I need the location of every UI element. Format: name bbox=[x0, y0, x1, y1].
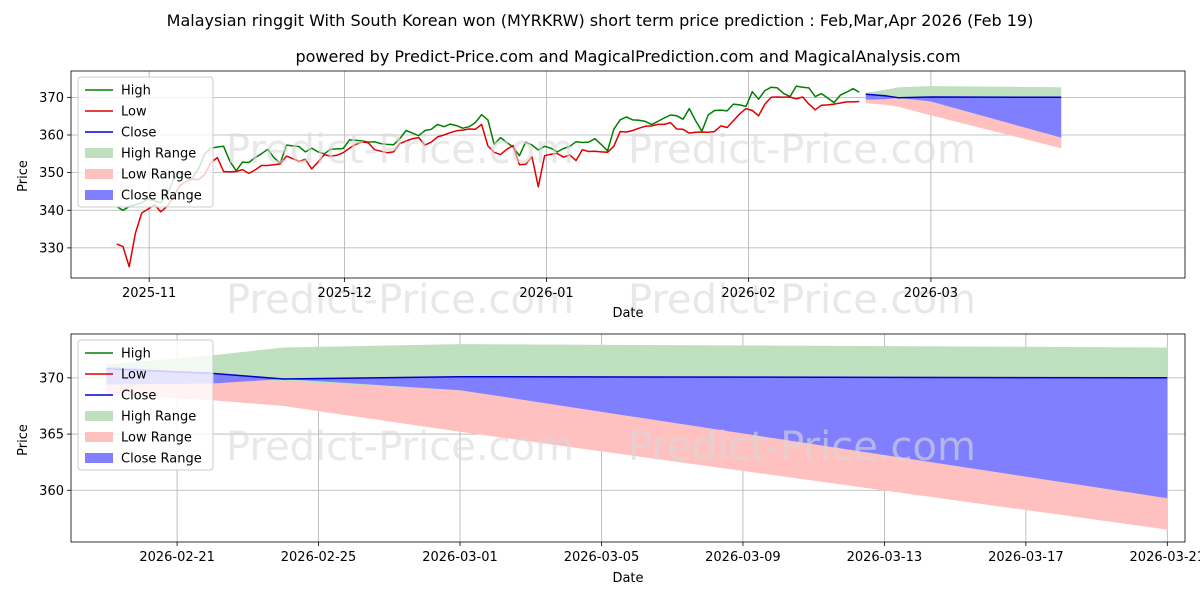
top-y-tick-label-2: 350 bbox=[39, 166, 64, 181]
high-price-line bbox=[116, 85, 860, 212]
top-watermark-3: Predict-Price.com bbox=[226, 277, 574, 323]
bottom-legend-label-2: Close bbox=[121, 389, 156, 404]
top-y-tick-label-1: 340 bbox=[39, 204, 64, 219]
bottom-axes: 2026-02-21 2026-02-25 2026-03-01 2026-03-05… bbox=[39, 333, 1200, 565]
top-x-tick-label-4: 2026-03 bbox=[904, 286, 958, 301]
top-legend: High Low Close High Range Low Range Close Ran… bbox=[77, 76, 214, 208]
top-y-tick-label-3: 360 bbox=[39, 128, 64, 143]
bottom-low-range-band bbox=[106, 373, 1168, 530]
bottom-x-tick-label-5: 2026-03-13 bbox=[847, 550, 923, 565]
bottom-x-tick-label-1: 2026-02-25 bbox=[281, 550, 357, 565]
bottom-ylabel: Price bbox=[16, 424, 31, 456]
bottom-x-tick-label-7: 2026-03-21 bbox=[1130, 550, 1200, 565]
bottom-y-tick-label-1: 365 bbox=[39, 428, 64, 443]
bottom-x-tick-label-3: 2026-03-05 bbox=[564, 550, 640, 565]
top-legend-swatch-4 bbox=[85, 169, 113, 179]
top-x-tick-label-0: 2025-11 bbox=[122, 286, 176, 301]
chart-title: Malaysian ringgit With South Korean won … bbox=[167, 11, 1034, 30]
top-plot-area bbox=[71, 71, 1185, 278]
top-watermark-2: Predict-Price.com bbox=[628, 127, 976, 173]
top-legend-swatch-5 bbox=[85, 190, 113, 200]
top-legend-label-0: High bbox=[121, 84, 151, 99]
top-legend-label-1: Low bbox=[121, 105, 147, 120]
top-series-layer bbox=[71, 71, 1185, 278]
bottom-x-tick-label-6: 2026-03-17 bbox=[988, 550, 1064, 565]
top-ylabel: Price bbox=[16, 160, 31, 192]
top-legend-label-5: Close Range bbox=[121, 189, 202, 204]
top-axes-frame bbox=[70, 70, 1186, 279]
bottom-xlabel: Date bbox=[612, 571, 643, 586]
bottom-y-tick-label-0: 360 bbox=[39, 484, 64, 499]
top-axes: 2025-11 2025-12 2026-01 2026-02 2026-03 330 34… bbox=[39, 70, 1186, 301]
top-x-tick-label-2: 2026-01 bbox=[519, 286, 573, 301]
top-legend-swatch-3 bbox=[85, 148, 113, 158]
top-panel: Predict-Price.com Predict-Price.com Pred… bbox=[16, 70, 1186, 323]
bottom-x-tick-label-4: 2026-03-09 bbox=[705, 550, 781, 565]
bottom-legend-label-0: High bbox=[121, 347, 151, 362]
bottom-legend-label-5: Close Range bbox=[121, 452, 202, 467]
bottom-watermark-2: Predict-Price.com bbox=[628, 424, 976, 470]
bottom-legend-label-4: Low Range bbox=[121, 431, 192, 446]
bottom-close-range-band bbox=[106, 366, 1168, 499]
top-close-line bbox=[865, 93, 1062, 99]
bottom-legend-label-1: Low bbox=[121, 368, 147, 383]
top-legend-label-3: High Range bbox=[121, 147, 196, 162]
bottom-legend-swatch-4 bbox=[85, 432, 113, 442]
bottom-y-tick-label-2: 370 bbox=[39, 371, 64, 386]
bottom-x-tick-label-0: 2026-02-21 bbox=[139, 550, 215, 565]
top-legend-label-2: Close bbox=[121, 126, 156, 141]
bottom-legend-swatch-3 bbox=[85, 411, 113, 421]
top-low-range-band bbox=[865, 95, 1062, 149]
top-xlabel: Date bbox=[612, 306, 643, 321]
bottom-legend-swatch-5 bbox=[85, 453, 113, 463]
bottom-axes-frame bbox=[70, 333, 1186, 543]
top-x-tick-label-3: 2026-02 bbox=[721, 286, 775, 301]
top-close-range-band bbox=[865, 93, 1062, 138]
bottom-legend: High Low Close High Range Low Range Close Ran… bbox=[77, 339, 214, 471]
chart-subtitle: powered by Predict-Price.com and Magical… bbox=[295, 47, 960, 66]
top-watermark-4: Predict-Price.com bbox=[628, 277, 976, 323]
low-price-line bbox=[116, 96, 860, 268]
bottom-x-tick-label-2: 2026-03-01 bbox=[422, 550, 498, 565]
top-x-tick-label-1: 2025-12 bbox=[317, 286, 371, 301]
bottom-watermark-1: Predict-Price.com bbox=[226, 424, 574, 470]
bottom-legend-label-3: High Range bbox=[121, 410, 196, 425]
bottom-panel: Predict-Price.com Predict-Price.com 2026… bbox=[16, 333, 1200, 586]
top-watermark-1: Predict-Price.com bbox=[226, 127, 574, 173]
top-legend-label-4: Low Range bbox=[121, 168, 192, 183]
top-y-tick-label-4: 370 bbox=[39, 91, 64, 106]
top-y-tick-label-0: 330 bbox=[39, 241, 64, 256]
